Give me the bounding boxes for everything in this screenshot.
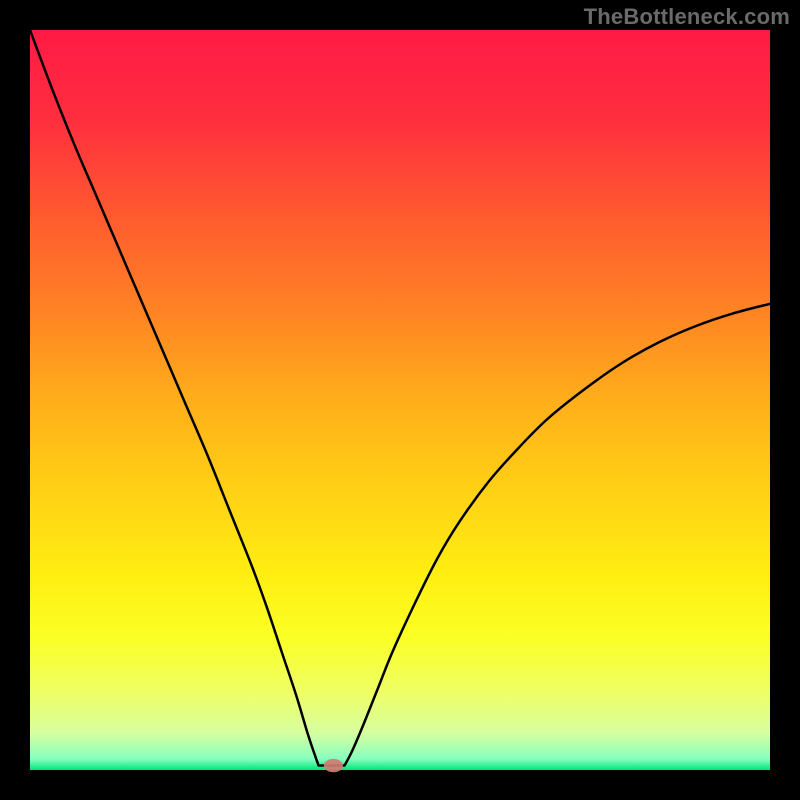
bottleneck-chart-svg [0, 0, 800, 800]
figure-container: TheBottleneck.com [0, 0, 800, 800]
watermark-text: TheBottleneck.com [584, 4, 790, 30]
optimal-point-marker [324, 759, 343, 772]
plot-area [30, 30, 770, 770]
